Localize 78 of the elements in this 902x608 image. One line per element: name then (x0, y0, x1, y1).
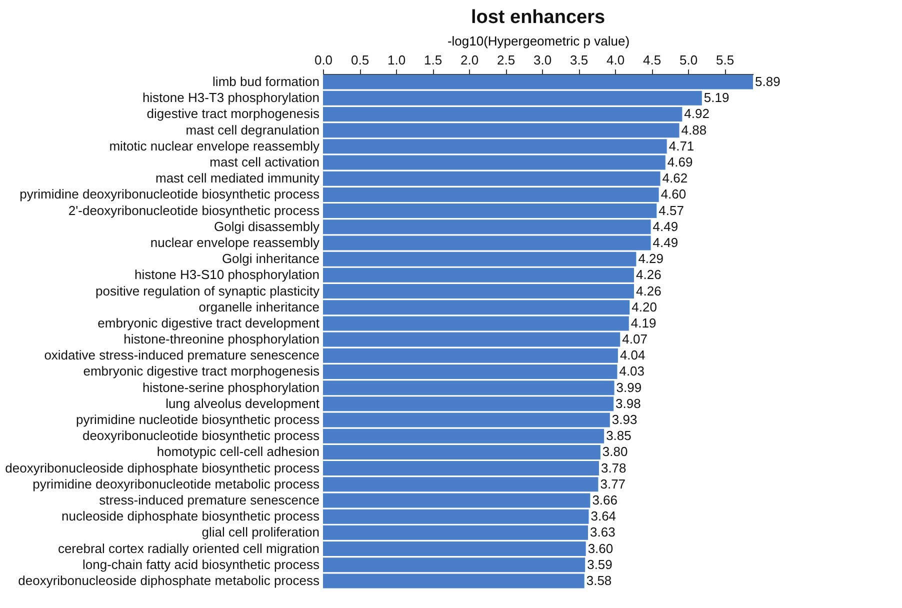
data-label: 3.64 (590, 508, 616, 524)
data-label: 4.07 (622, 332, 648, 347)
y-tick-label: mitotic nuclear envelope reassembly (109, 138, 320, 154)
y-tick-label: nucleoside diphosphate biosynthetic process (61, 508, 320, 524)
y-tick-label: lung alveolus development (166, 396, 320, 411)
y-tick-label: oxidative stress-induced premature senescence (44, 348, 320, 363)
y-tick-label: embryonic digestive tract development (98, 315, 320, 330)
y-tick-label: 2'-deoxyribonucleotide biosynthetic process (68, 202, 320, 218)
x-tick-label: 5.0 (679, 52, 698, 68)
y-tick-label: digestive tract morphogenesis (146, 106, 320, 122)
data-label: 3.85 (606, 428, 632, 444)
y-tick-label: nuclear envelope reassembly (150, 234, 320, 250)
data-label: 3.98 (616, 396, 641, 411)
x-tick-label: 4.5 (642, 52, 662, 68)
data-label: 4.57 (658, 202, 684, 218)
y-tick-label: positive regulation of synaptic plasticity (95, 283, 320, 298)
y-tick-label: pyrimidine nucleotide biosynthetic process (76, 412, 320, 428)
data-label: 4.19 (630, 315, 656, 330)
x-tick-label: 3.0 (533, 52, 552, 68)
x-tick-label: 2.5 (496, 52, 516, 68)
data-label: 4.69 (667, 154, 693, 170)
data-label: 4.29 (638, 251, 664, 266)
data-label: 3.59 (587, 556, 612, 572)
x-tick-label: 3.5 (570, 52, 588, 68)
data-label: 4.49 (652, 218, 678, 234)
chart-title: lost enhancers (470, 7, 606, 28)
y-tick-label: deoxyribonucleotide biosynthetic process (82, 428, 320, 444)
y-tick-label: histone-serine phosphorylation (142, 380, 320, 395)
y-tick-label: embryonic digestive tract morphogenesis (83, 364, 320, 379)
x-tick-label: 2.0 (460, 52, 479, 68)
data-label: 4.92 (684, 106, 710, 122)
x-tick-label: 1.5 (424, 52, 442, 68)
data-label: 3.99 (616, 380, 642, 395)
y-tick-label: histone H3-T3 phosphorylation (142, 90, 320, 106)
data-label: 3.78 (600, 460, 626, 476)
data-label: 3.66 (592, 492, 618, 508)
y-tick-label: histone H3-S10 phosphorylation (134, 267, 320, 282)
data-label: 4.26 (636, 283, 662, 298)
y-tick-label: mast cell activation (210, 154, 320, 170)
y-tick-label: long-chain fatty acid biosynthetic process (82, 556, 320, 572)
y-tick-label: pyrimidine deoxyribonucleotide biosynthetic process (20, 186, 320, 202)
data-label: 3.77 (600, 476, 626, 492)
data-label: 4.26 (636, 267, 662, 282)
y-tick-label: histone-threonine phosphorylation (124, 332, 320, 347)
data-label: 3.93 (612, 412, 638, 428)
y-tick-label: deoxyribonucleoside diphosphate metabolic process (18, 572, 320, 588)
x-tick-label: 1.0 (387, 52, 406, 68)
data-label: 4.04 (620, 348, 646, 363)
y-tick-label: stress-induced premature senescence (99, 492, 320, 508)
data-label: 4.03 (619, 364, 645, 379)
y-tick-label: organelle inheritance (198, 299, 320, 314)
x-tick-label: 5.5 (716, 52, 734, 68)
y-tick-label: pyrimidine deoxyribonucleotide metabolic process (32, 476, 320, 492)
data-label: 4.20 (632, 299, 657, 314)
data-label: 4.62 (662, 170, 688, 186)
y-tick-label: Golgi disassembly (214, 218, 320, 234)
data-label: 5.89 (755, 74, 780, 90)
data-label: 4.71 (668, 138, 694, 154)
y-tick-label: deoxyribonucleoside diphosphate biosynthetic process (5, 460, 320, 476)
data-label: 4.49 (652, 234, 678, 250)
y-tick-label: limb bud formation (212, 74, 320, 90)
x-tick-label: 0.5 (350, 52, 370, 68)
y-tick-label: cerebral cortex radially oriented cell migration (58, 540, 320, 556)
data-label: 3.58 (586, 572, 612, 588)
y-tick-label: homotypic cell-cell adhesion (156, 444, 320, 460)
data-label: 5.19 (704, 90, 730, 106)
data-label: 3.60 (588, 540, 614, 556)
y-tick-label: glial cell proliferation (202, 524, 320, 540)
data-label: 3.80 (602, 444, 628, 460)
data-label: 4.88 (681, 122, 707, 138)
y-tick-label: Golgi inheritance (222, 251, 320, 266)
y-tick-label: mast cell degranulation (186, 122, 320, 138)
x-axis-title: -log10(Hypergeometric p value) (447, 34, 630, 48)
y-tick-label: mast cell mediated immunity (156, 170, 320, 186)
data-label: 3.63 (590, 524, 616, 540)
x-tick-label: 4.0 (606, 52, 625, 68)
data-label: 4.60 (660, 186, 686, 202)
x-tick-label: 0.0 (314, 52, 333, 68)
